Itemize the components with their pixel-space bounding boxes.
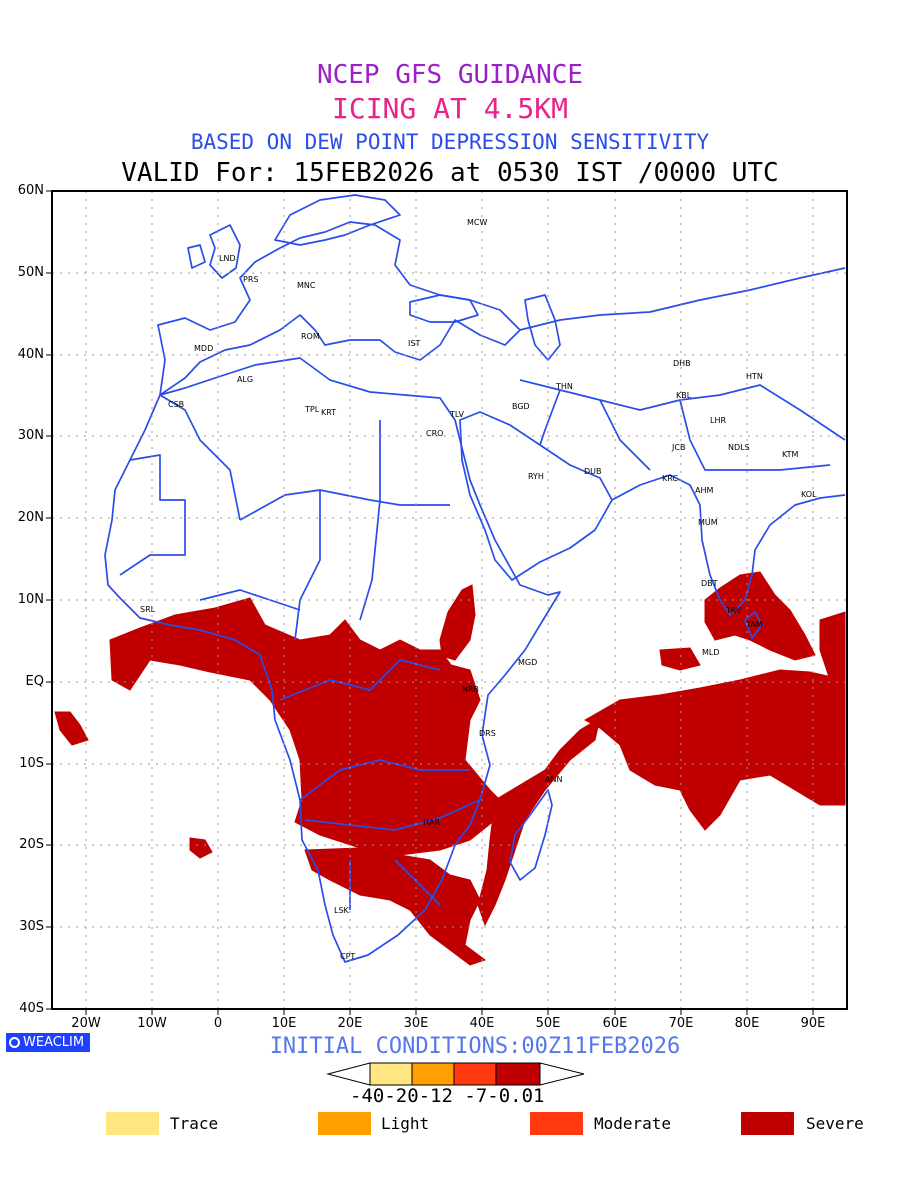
lat-label: 10S: [19, 756, 44, 771]
city-label: LND: [219, 254, 236, 263]
city-label: TLV: [450, 410, 464, 419]
graticule: [52, 191, 847, 1009]
lon-label: 80E: [734, 1016, 760, 1031]
city-label: KOL: [801, 490, 817, 499]
legend-swatch-severe: [741, 1112, 794, 1135]
city-label: ALG: [237, 375, 254, 384]
city-label: SRL: [140, 605, 156, 614]
axis-ticks: [46, 190, 814, 1015]
city-label: TAM: [746, 620, 763, 629]
legend-label-light: Light: [381, 1114, 430, 1133]
lon-label: 60E: [602, 1016, 628, 1031]
lon-label: 40E: [469, 1016, 495, 1031]
colorbar-labels: -40-20-12 -7-0.01: [350, 1085, 545, 1107]
lat-label: 50N: [17, 265, 44, 280]
lon-label: 10W: [137, 1016, 167, 1031]
city-label: MGD: [518, 658, 538, 667]
city-label: NRB: [462, 685, 480, 694]
lat-label: 40N: [17, 347, 44, 362]
city-label: ROM: [301, 332, 320, 341]
city-label: TPL: [305, 405, 320, 414]
severe-icing-areas: [54, 571, 846, 966]
title-method: BASED ON DEW POINT DEPRESSION SENSITIVIT…: [190, 130, 710, 154]
legend-label-severe: Severe: [806, 1114, 864, 1133]
lon-label: 50E: [535, 1016, 561, 1031]
city-label: LHR: [710, 416, 727, 425]
title-product: ICING AT 4.5KM: [331, 92, 568, 125]
legend-swatch-moderate: [530, 1112, 583, 1135]
city-label: MDD: [194, 344, 214, 353]
city-label: DUB: [584, 467, 602, 476]
logo-text: WEACLIM: [23, 1035, 85, 1050]
city-label: MNC: [297, 281, 316, 290]
lat-label: 40S: [19, 1001, 44, 1016]
city-label: THN: [556, 382, 573, 391]
lon-label: 90E: [800, 1016, 826, 1031]
city-label: KRT: [321, 408, 337, 417]
country-borders: [104, 194, 846, 963]
city-label: CRO: [426, 429, 444, 438]
city-label: BGD: [512, 402, 530, 411]
title-model: NCEP GFS GUIDANCE: [316, 60, 584, 90]
city-label: RYH: [528, 472, 544, 481]
city-label: MCW: [467, 218, 488, 227]
legend-label-moderate: Moderate: [594, 1114, 672, 1133]
city-label: JCB: [672, 443, 686, 452]
lon-label: 0: [213, 1016, 223, 1031]
initial-conditions: INITIAL CONDITIONS:00Z11FEB2026: [269, 1034, 681, 1059]
city-label: AHM: [695, 486, 714, 495]
city-label: PRS: [243, 275, 259, 284]
city-label: CPT: [340, 952, 356, 961]
lon-label: 20E: [337, 1016, 363, 1031]
city-label: KTM: [782, 450, 799, 459]
city-label: HTN: [746, 372, 763, 381]
lon-label: 30E: [403, 1016, 429, 1031]
city-label: TRV: [726, 606, 742, 615]
city-label: MUM: [698, 518, 718, 527]
lat-label: EQ: [25, 674, 44, 689]
city-label: NDLS: [728, 443, 750, 452]
city-label: MLD: [702, 648, 720, 657]
legend-swatch-light: [318, 1112, 371, 1135]
title-valid-time: VALID For: 15FEB2026 at 0530 IST /0000 U…: [121, 158, 779, 188]
lon-label: 10E: [271, 1016, 297, 1031]
lat-label: 60N: [17, 183, 44, 198]
city-label: IST: [408, 339, 421, 348]
lat-label: 30N: [17, 428, 44, 443]
city-label: DRS: [479, 729, 496, 738]
lon-label: 20W: [71, 1016, 101, 1031]
city-label: HAR: [423, 818, 441, 827]
city-label: DHB: [673, 359, 691, 368]
city-label: DBT: [701, 579, 718, 588]
lat-label: 20N: [17, 510, 44, 525]
legend-label-trace: Trace: [170, 1114, 219, 1133]
city-label: LSK: [334, 906, 349, 915]
lat-label: 30S: [19, 919, 44, 934]
lat-label: 10N: [17, 592, 44, 607]
city-label: ANN: [545, 775, 563, 784]
city-label: KRC: [662, 474, 678, 483]
city-label: CSB: [168, 400, 185, 409]
city-label: KBL: [676, 391, 692, 400]
lon-label: 70E: [668, 1016, 694, 1031]
lat-label: 20S: [19, 837, 44, 852]
weaclim-logo: WEACLIM: [6, 1033, 91, 1052]
weaclim-logo-icon: [9, 1037, 20, 1048]
legend-swatch-trace: [106, 1112, 159, 1135]
